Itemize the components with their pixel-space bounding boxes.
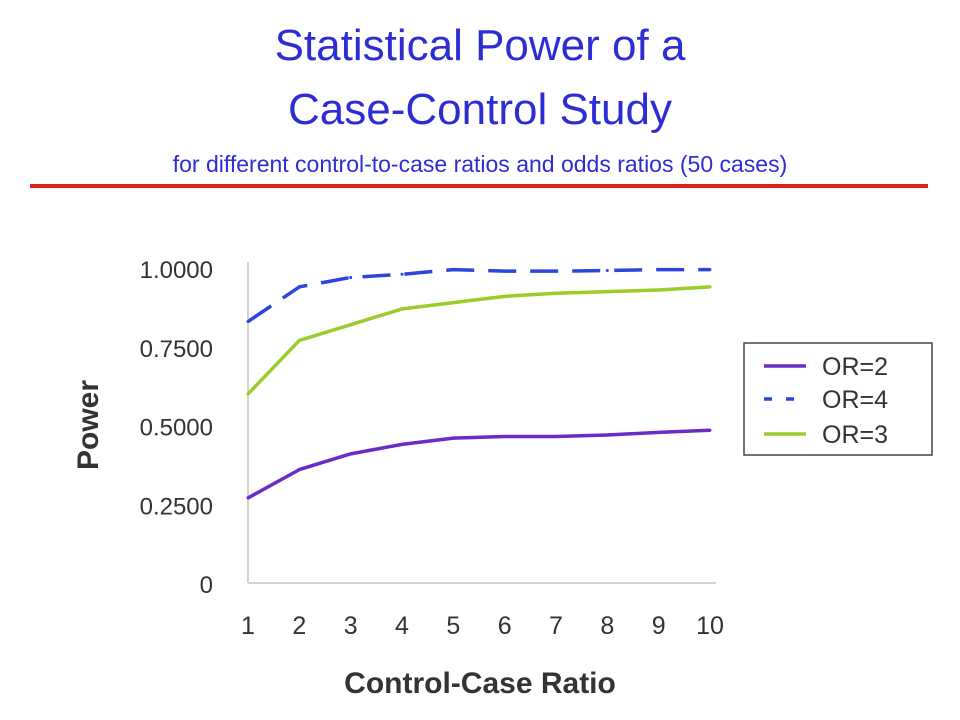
data-point	[503, 435, 507, 439]
data-point	[297, 468, 301, 472]
data-point	[451, 436, 455, 440]
x-tick-label: 3	[344, 612, 358, 640]
slide-subtitle: for different control-to-case ratios and…	[172, 151, 788, 177]
slide-title-line-1: Statistical Power of a	[274, 21, 686, 70]
legend-label: OR=4	[822, 386, 888, 414]
y-tick-label: 0.5000	[140, 415, 213, 442]
y-tick-label: 1.0000	[140, 257, 213, 284]
data-point	[349, 323, 353, 327]
legend-label: OR=3	[822, 421, 888, 449]
y-axis-label: Power	[72, 380, 105, 470]
chart-axes	[247, 262, 716, 584]
data-point	[246, 496, 250, 500]
data-point	[400, 307, 404, 311]
title-divider	[30, 184, 928, 188]
data-point	[246, 320, 250, 324]
data-point	[554, 269, 558, 273]
x-tick-label: 10	[696, 612, 724, 640]
y-tick-label: 0	[200, 572, 213, 599]
x-tick-labels: 1 2 3 4 5 6 7 8 9 10	[241, 612, 724, 640]
data-point	[605, 290, 609, 294]
data-point	[503, 269, 507, 273]
x-tick-label: 5	[446, 612, 460, 640]
data-point	[657, 268, 661, 272]
data-point	[503, 294, 507, 298]
data-point	[349, 275, 353, 279]
series-line-or-3	[246, 285, 711, 396]
x-tick-label: 2	[292, 612, 306, 640]
y-tick-label: 0.2500	[140, 493, 213, 520]
data-point	[349, 452, 353, 456]
data-point	[708, 428, 712, 432]
x-tick-label: 8	[600, 612, 614, 640]
legend-box	[743, 342, 933, 456]
data-point	[657, 288, 661, 292]
x-tick-label: 7	[549, 612, 563, 640]
slide-title-line-2: Case-Control Study	[288, 85, 672, 134]
data-point	[246, 392, 250, 396]
data-point	[605, 269, 609, 273]
series-lines	[246, 267, 712, 500]
data-point	[400, 272, 404, 276]
data-point	[400, 442, 404, 446]
x-tick-label: 9	[652, 612, 666, 640]
chart-legend: OR=2 OR=4 OR=3	[743, 342, 933, 456]
x-tick-label: 4	[395, 612, 409, 640]
x-axis-label: Control-Case Ratio	[344, 667, 616, 700]
data-point	[657, 430, 661, 434]
data-point	[708, 268, 712, 272]
series-line-or-4	[247, 267, 710, 324]
data-point	[297, 338, 301, 342]
legend-label: OR=2	[822, 353, 888, 381]
series-line-or-2	[247, 428, 711, 500]
y-tick-labels: 0 0.2500 0.5000 0.7500 1.0000	[140, 257, 213, 599]
x-tick-label: 6	[498, 612, 512, 640]
data-point	[554, 435, 558, 439]
data-point	[708, 285, 712, 289]
data-point	[554, 291, 558, 295]
y-tick-label: 0.7500	[140, 336, 213, 363]
data-point	[451, 268, 455, 272]
data-point	[451, 301, 455, 305]
data-point	[605, 433, 609, 437]
data-point	[297, 285, 301, 289]
x-tick-label: 1	[241, 612, 255, 640]
